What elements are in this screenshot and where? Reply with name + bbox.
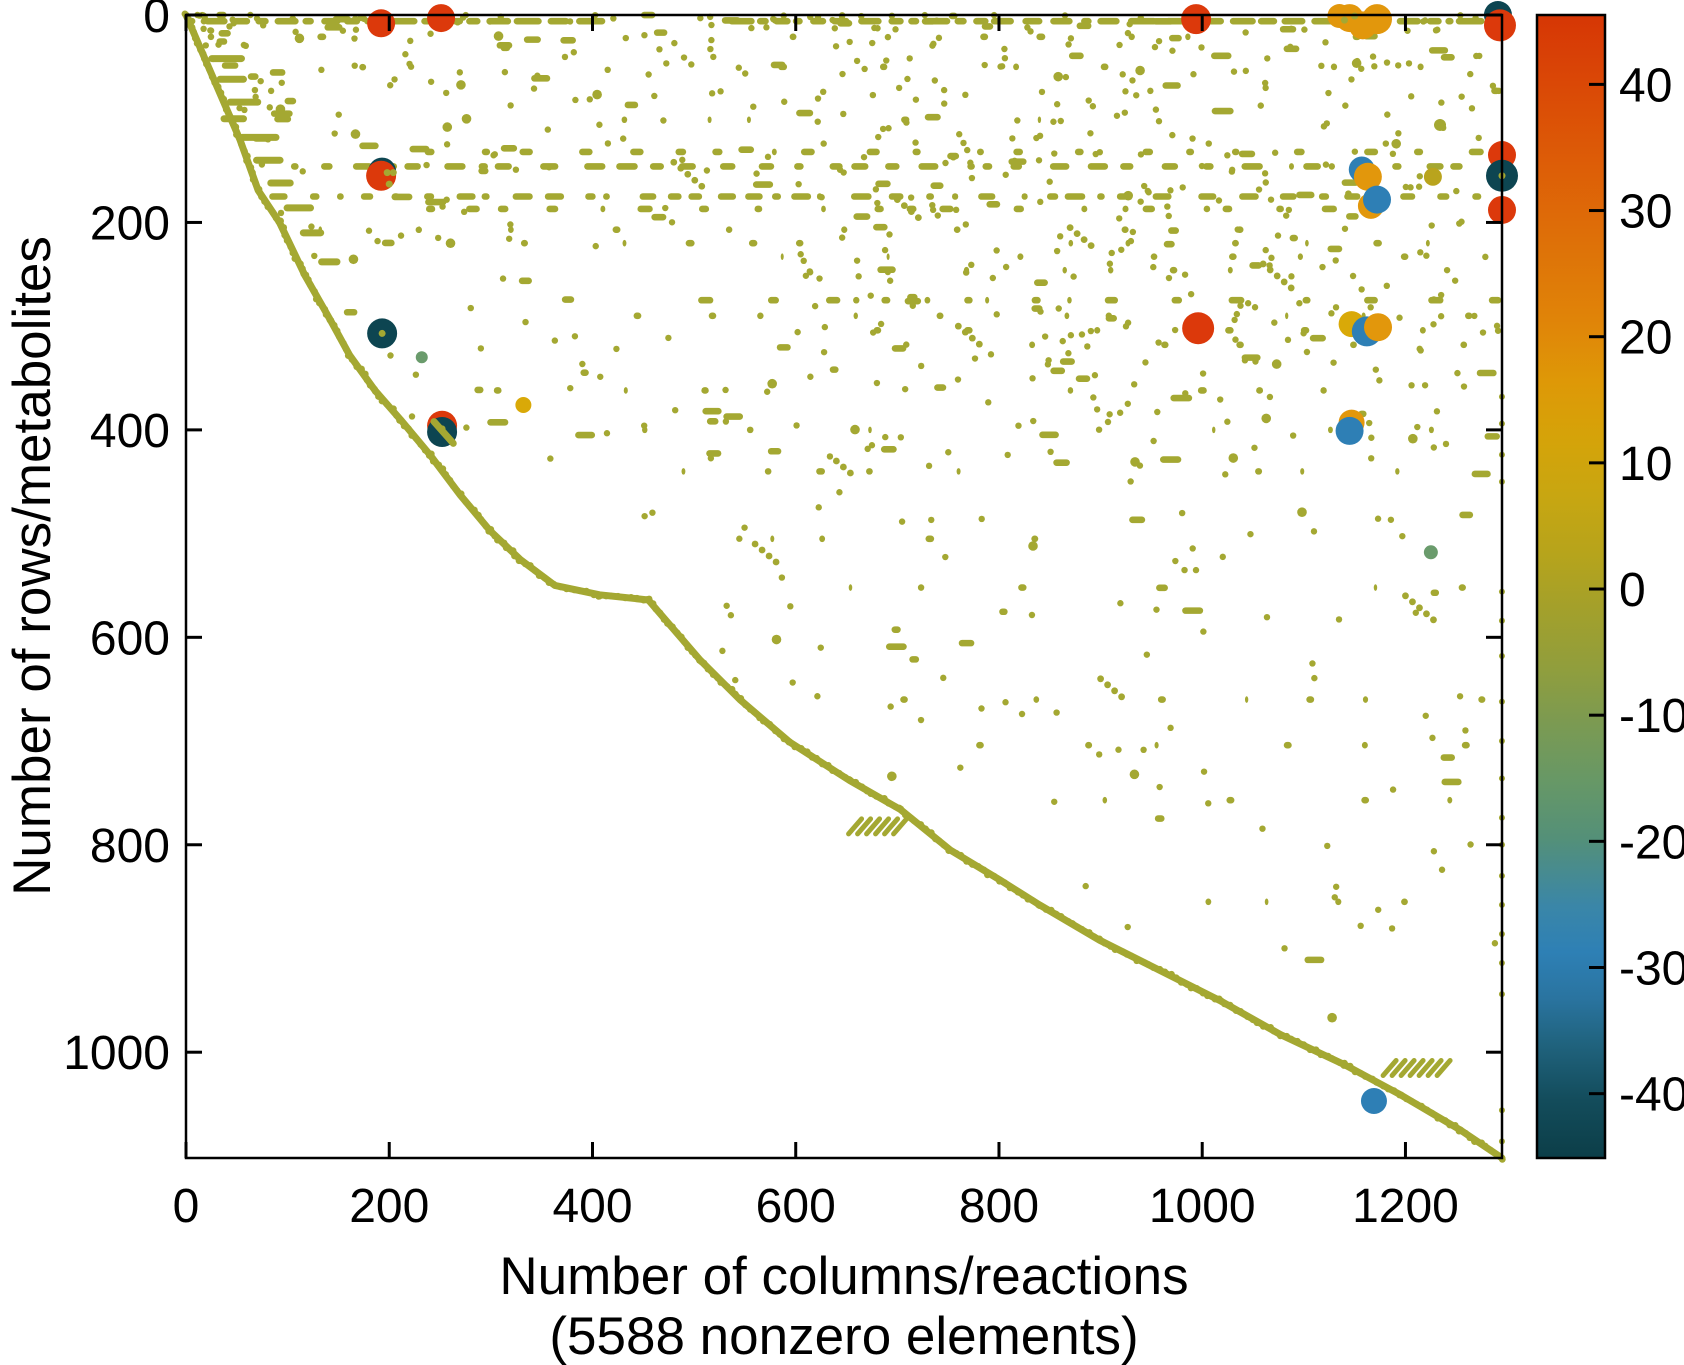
highlight-bubble [1364, 313, 1393, 342]
highlight-bubble [515, 396, 532, 413]
x-tick-label: 1200 [1352, 1180, 1459, 1233]
plot-border [184, 13, 1504, 1160]
scatter-layer [181, 10, 1515, 1163]
y-tick-label: 800 [90, 820, 170, 873]
y-tick-label: 0 [143, 0, 170, 43]
highlight-bubble [1423, 167, 1442, 186]
colorbar-gradient [1535, 13, 1607, 1160]
highlight-bubble [1423, 545, 1438, 560]
highlight-bubble [367, 9, 396, 38]
colorbar-tick-label: 20 [1619, 312, 1672, 365]
highlight-bubbles-layer [366, 1, 1518, 1114]
highlight-bubble [1181, 4, 1212, 35]
y-tick-label: 200 [90, 197, 170, 250]
colorbar-tick-label: 30 [1619, 186, 1672, 239]
x-axis-sublabel: (5588 nonzero elements) [549, 1307, 1138, 1365]
y-tick-label: 1000 [63, 1027, 170, 1080]
colorbar: 40 30 20 10 0 -10 -20 -30 -40 [1535, 13, 1684, 1160]
x-tick-label: 400 [552, 1180, 632, 1233]
highlight-bubble [415, 351, 428, 364]
highlight-bubble [1360, 1087, 1387, 1114]
highlight-bubble [1353, 162, 1382, 191]
colorbar-tick-label: 0 [1619, 564, 1646, 617]
highlight-bubble [1363, 185, 1392, 214]
x-tick-label: 600 [756, 1180, 836, 1233]
colorbar-tick-label: -40 [1619, 1069, 1684, 1122]
colorbar-tick-label: -10 [1619, 690, 1684, 743]
overlay-layer [378, 12, 1506, 447]
x-axis-label: Number of columns/reactions [499, 1247, 1188, 1306]
colorbar-tick-label: -20 [1619, 816, 1684, 869]
x-tick-label: 0 [173, 1180, 200, 1233]
highlight-bubble [1182, 312, 1215, 345]
highlight-bubble [1362, 4, 1393, 35]
x-tick-label: 1000 [1149, 1180, 1256, 1233]
highlight-bubble [1335, 416, 1364, 445]
colorbar-tick-label: -30 [1619, 943, 1684, 996]
x-tick-label: 800 [959, 1180, 1039, 1233]
highlight-bubble [427, 4, 456, 33]
x-tick-label: 200 [349, 1180, 429, 1233]
axes: 0 200 400 600 800 1000 1200 0 200 400 600 800 1000 [63, 0, 1504, 1233]
colorbar-tick-label: 40 [1619, 59, 1672, 112]
highlight-bubble [1434, 118, 1447, 131]
y-axis-label: Number of rows/metabolites [3, 236, 62, 896]
y-tick-label: 600 [90, 612, 170, 665]
highlight-bubble [1483, 9, 1516, 42]
y-tick-label: 400 [90, 405, 170, 458]
colorbar-tick-label: 10 [1619, 438, 1672, 491]
